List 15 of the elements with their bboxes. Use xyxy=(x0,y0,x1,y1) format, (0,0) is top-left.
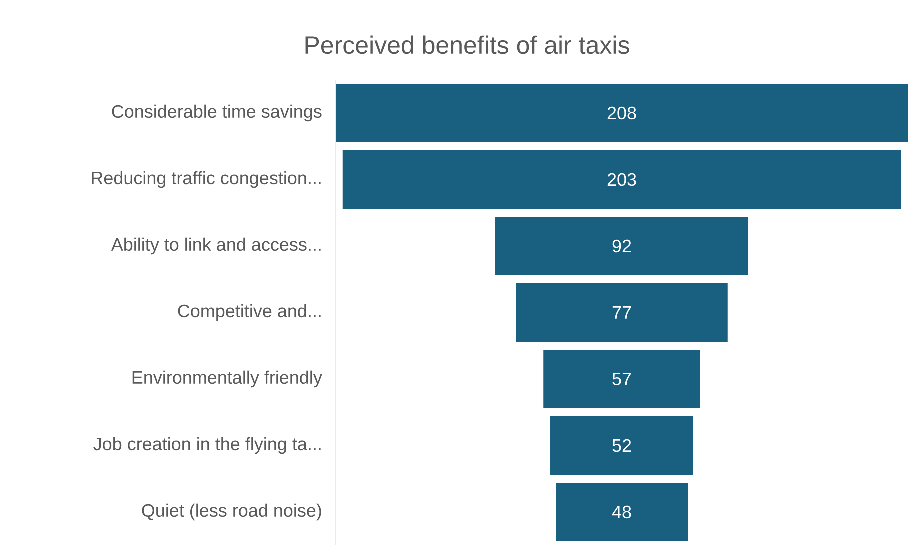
category-label: Competitive and... xyxy=(178,304,321,322)
data-label: 208 xyxy=(608,106,636,120)
category-label: Environmentally friendly xyxy=(132,370,322,388)
text: Perceived benefits of air taxis xyxy=(306,36,630,54)
data-label: 52 xyxy=(612,439,632,452)
data-label: 77 xyxy=(612,306,632,319)
category-label: Job creation in the flying ta... xyxy=(94,437,321,454)
data-label: 57 xyxy=(612,372,632,386)
category-label: Considerable time savings xyxy=(112,104,322,122)
category-label: Quiet (less road noise) xyxy=(142,504,322,521)
category-label: Ability to link and access... xyxy=(111,238,321,255)
data-label: 48 xyxy=(612,506,632,519)
data-label: 203 xyxy=(608,173,636,186)
data-label: 92 xyxy=(612,240,632,253)
category-label: Reducing traffic congestion... xyxy=(92,171,321,188)
